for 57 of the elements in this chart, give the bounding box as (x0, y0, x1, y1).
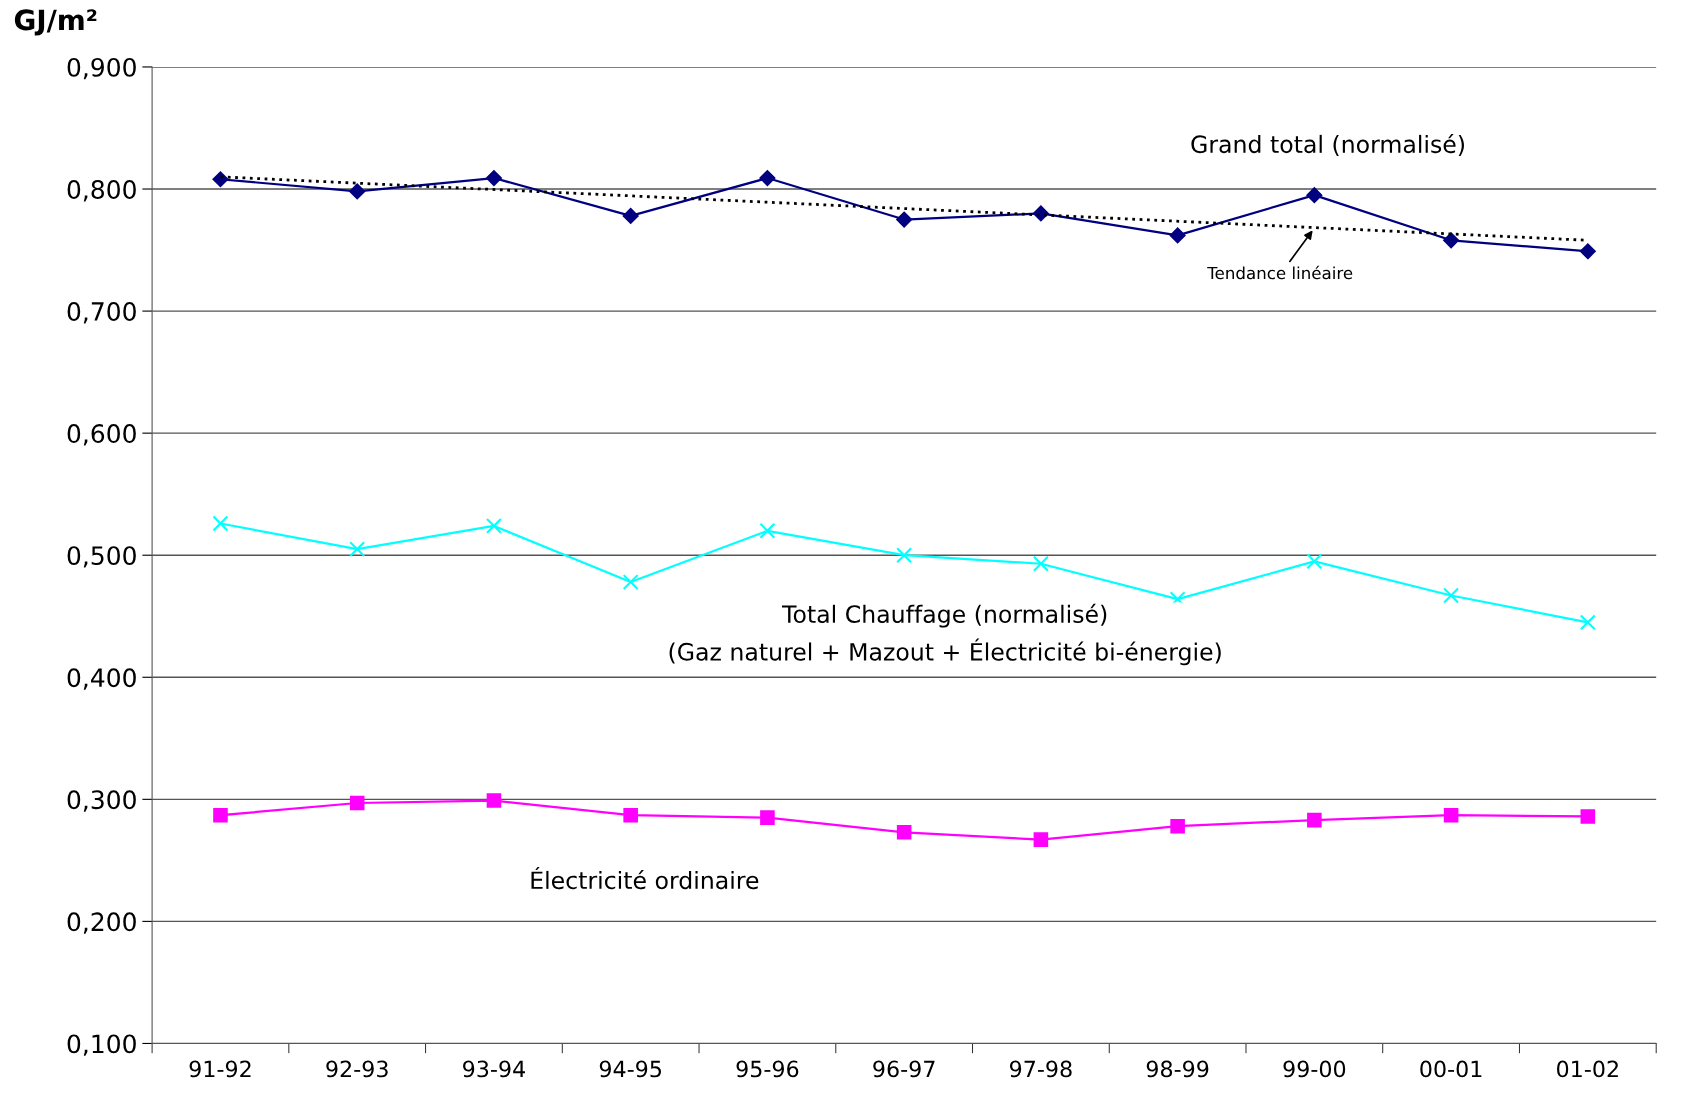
point (1443, 232, 1460, 249)
point (212, 515, 229, 532)
point (622, 574, 639, 591)
point (1443, 807, 1459, 823)
series-label: Grand total (normalisé) (1191, 133, 1464, 156)
x-tick-label: 95-96 (736, 1060, 799, 1078)
x-tick-label: 91-92 (189, 1060, 251, 1078)
x-tick-label: 94-95 (599, 1060, 662, 1078)
point (1033, 832, 1049, 847)
series-label: Total Chauffage (normalisé) (Gaz naturel + Mazout + Électricité bi-énergie) (669, 603, 1221, 666)
point (1306, 553, 1323, 570)
point (759, 522, 776, 539)
point (1170, 818, 1185, 834)
x-tick-label: 00-01 (1420, 1060, 1482, 1078)
point (1579, 614, 1596, 631)
x-tick-label: 99-00 (1283, 1060, 1346, 1078)
annotation: Tendance linéaire (1207, 265, 1353, 280)
point (1169, 227, 1186, 244)
point (486, 170, 502, 186)
point (896, 547, 913, 564)
point (1307, 812, 1322, 828)
point (896, 825, 912, 840)
y-tick-label: 0,500 (67, 546, 136, 568)
point (1032, 555, 1049, 572)
y-tick-label: 0,300 (67, 790, 136, 812)
point (349, 795, 365, 811)
y-tick-label: 0,600 (67, 424, 136, 446)
point (623, 807, 638, 823)
point (213, 807, 228, 823)
y-tick-label: 0,200 (67, 912, 136, 934)
point (1306, 187, 1323, 204)
y-tick-label: 0,900 (67, 57, 136, 80)
y-tick-label: 0,700 (67, 302, 136, 324)
point (212, 171, 229, 188)
y-tick-label: 0,100 (67, 1034, 136, 1056)
point (349, 183, 366, 200)
point (1032, 205, 1049, 222)
y-axis-title: GJ/m² (14, 9, 97, 36)
point (759, 170, 776, 186)
point (1443, 587, 1460, 604)
y-tick-label: 0,400 (67, 668, 136, 690)
point (622, 207, 639, 224)
y-tick-label: 0,800 (67, 179, 136, 202)
x-tick-label: 92-93 (326, 1060, 388, 1078)
point (1579, 243, 1596, 260)
x-tick-label: 01-02 (1557, 1060, 1618, 1078)
x-tick-label: 98-99 (1146, 1060, 1209, 1078)
point (896, 211, 913, 228)
point (485, 517, 502, 534)
x-tick-label: 96-97 (873, 1060, 935, 1078)
point (760, 810, 775, 825)
point (1580, 809, 1596, 824)
x-tick-label: 97-98 (1010, 1060, 1072, 1078)
series-label: Électricité ordinaire (531, 867, 759, 890)
point (486, 793, 502, 808)
point (349, 541, 366, 558)
x-tick-label: 93-94 (463, 1060, 525, 1078)
